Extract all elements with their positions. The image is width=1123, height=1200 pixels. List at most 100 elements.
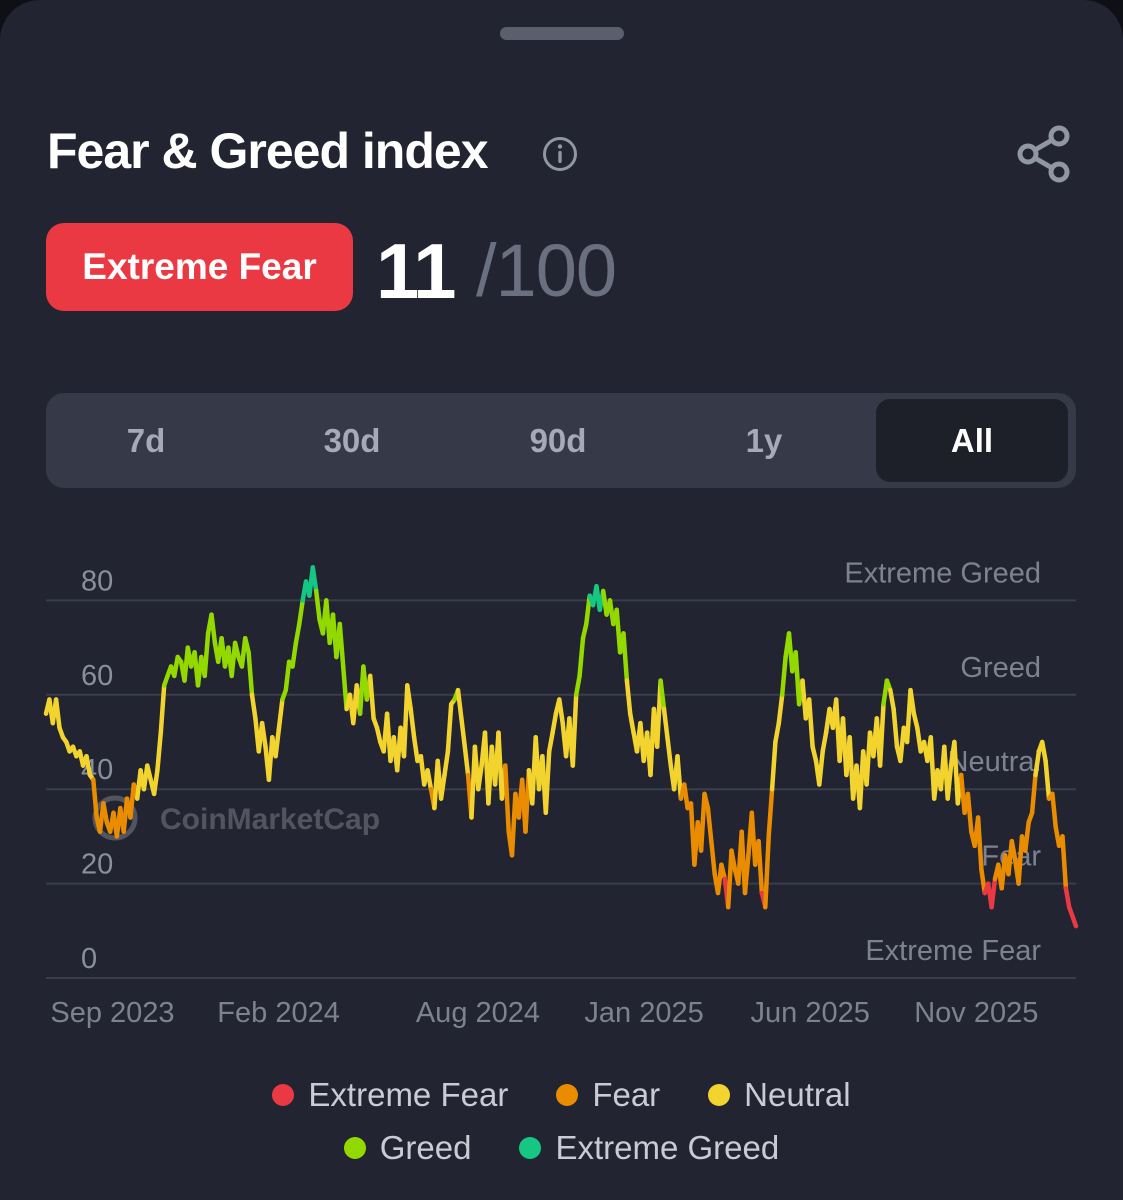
- line-segment: [155, 730, 164, 773]
- legend-dot-icon: [556, 1084, 579, 1106]
- line-segment: [742, 853, 751, 896]
- legend-dot-icon: [708, 1084, 731, 1106]
- line-segment: [459, 716, 468, 749]
- line-segment: [246, 650, 255, 698]
- line-segment: [283, 659, 292, 693]
- line-segment: [438, 772, 447, 801]
- x-tick-label: Sep 2023: [50, 997, 174, 1029]
- share-icon[interactable]: [1014, 124, 1072, 184]
- line-segment: [911, 711, 920, 731]
- line-segment: [1060, 834, 1069, 891]
- line-segment: [337, 621, 346, 669]
- line-segment: [773, 720, 782, 745]
- line-segment: [705, 805, 714, 844]
- legend-item[interactable]: Extreme Greed: [519, 1129, 779, 1167]
- page-title: Fear & Greed index: [47, 123, 488, 179]
- line-segment: [276, 697, 285, 731]
- line-segment: [891, 706, 900, 749]
- legend-item[interactable]: Extreme Fear: [272, 1076, 508, 1114]
- line-segment: [975, 815, 984, 872]
- tab-30d[interactable]: 30d: [323, 421, 381, 459]
- legend-label: Fear: [592, 1076, 661, 1113]
- line-segment: [763, 834, 771, 910]
- line-segment: [273, 725, 282, 759]
- line-segment: [580, 621, 589, 641]
- line-segment: [888, 687, 896, 712]
- tab-all[interactable]: All: [876, 399, 1068, 482]
- line-segment: [665, 735, 674, 768]
- legend-dot-icon: [519, 1137, 542, 1159]
- line-segment: [232, 640, 241, 660]
- line-segment: [1029, 772, 1038, 816]
- line-segment: [820, 730, 829, 754]
- line-segment: [570, 692, 579, 768]
- line-segment: [658, 678, 667, 712]
- line-segment: [462, 744, 471, 778]
- legend-item[interactable]: Greed: [343, 1129, 471, 1167]
- line-segment: [476, 763, 484, 792]
- line-segment: [965, 791, 974, 834]
- zone-label: Neutral: [948, 746, 1042, 778]
- line-segment: [877, 701, 886, 768]
- legend-label: Extreme Greed: [555, 1129, 780, 1166]
- line-segment: [577, 635, 586, 679]
- tab-1y[interactable]: 1y: [745, 421, 783, 459]
- line-segment: [627, 711, 636, 735]
- line-segment: [1063, 886, 1072, 910]
- info-icon[interactable]: [542, 136, 578, 172]
- line-segment: [719, 862, 728, 882]
- line-segment: [310, 565, 319, 594]
- line-segment: [550, 711, 559, 735]
- x-tick-label: Aug 2024: [416, 997, 540, 1029]
- line-segment: [729, 848, 738, 872]
- line-segment: [1033, 749, 1042, 778]
- line-segment: [84, 753, 93, 778]
- line-segment: [445, 701, 454, 754]
- line-segment: [756, 838, 765, 896]
- y-tick-label: 0: [81, 943, 97, 975]
- line-segment: [989, 876, 998, 910]
- x-tick-label: Jan 2025: [584, 997, 703, 1029]
- line-segment: [817, 749, 825, 787]
- line-segment: [810, 744, 819, 764]
- line-segment: [698, 791, 707, 853]
- line-segment: [702, 791, 711, 811]
- zone-label: Greed: [960, 652, 1041, 684]
- line-segment: [242, 635, 251, 655]
- tab-90d[interactable]: 90d: [529, 421, 587, 459]
- legend-item[interactable]: Neutral: [708, 1076, 851, 1114]
- line-segment: [682, 782, 690, 811]
- line-segment: [405, 683, 413, 712]
- zone-label: Extreme Fear: [865, 935, 1041, 967]
- line-segment: [455, 687, 464, 721]
- line-segment: [621, 631, 630, 683]
- line-segment: [53, 697, 62, 731]
- line-segment: [1009, 838, 1018, 863]
- legend-label: Extreme Fear: [308, 1076, 509, 1113]
- line-segment: [766, 786, 775, 839]
- line-segment: [172, 654, 180, 679]
- chart-legend-row-1: Extreme Fear Fear Neutral: [0, 1076, 1123, 1114]
- line-segment: [1070, 914, 1079, 929]
- legend-label: Neutral: [744, 1076, 851, 1113]
- line-segment: [1039, 739, 1048, 764]
- tab-7d[interactable]: 7d: [126, 421, 166, 459]
- y-tick-label: 60: [81, 660, 113, 692]
- line-segment: [769, 739, 778, 792]
- line-segment: [1043, 758, 1052, 801]
- x-tick-label: Nov 2025: [914, 997, 1038, 1029]
- line-segment: [557, 697, 565, 726]
- line-segment: [259, 720, 268, 749]
- line-segment: [151, 768, 160, 797]
- status-badge: Extreme Fear: [46, 223, 353, 311]
- line-segment: [908, 687, 917, 716]
- line-segment: [1050, 791, 1058, 830]
- chart-legend-row-2: Greed Extreme Greed: [0, 1129, 1123, 1167]
- x-tick-label: Jun 2025: [751, 997, 870, 1029]
- legend-item[interactable]: Fear: [556, 1076, 660, 1114]
- zone-label: Extreme Greed: [844, 557, 1041, 589]
- drag-handle[interactable]: [500, 27, 624, 40]
- line-segment: [101, 801, 110, 825]
- line-segment: [945, 763, 954, 801]
